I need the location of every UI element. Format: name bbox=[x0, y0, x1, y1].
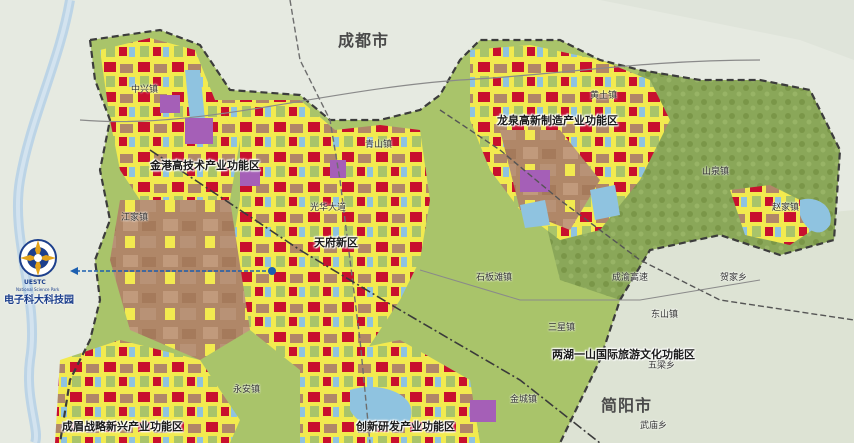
town-label-jincheng: 金城镇 bbox=[510, 395, 538, 405]
town-label-jiangjia: 江家镇 bbox=[121, 213, 149, 223]
zone-label-jingang: 金港高技术产业功能区 bbox=[150, 159, 260, 172]
town-label-dongshan: 东山镇 bbox=[651, 310, 679, 320]
town-label-wuyi: 五梁乡 bbox=[648, 361, 676, 371]
zone-label-lianhu: 两湖一山国际旅游文化功能区 bbox=[552, 348, 695, 361]
zone-label-tianfu: 天府新区 bbox=[314, 236, 358, 249]
town-label-shanquan: 山泉镇 bbox=[702, 167, 730, 177]
town-label-yongan: 永安镇 bbox=[233, 385, 261, 395]
logo-abbr: UESTC bbox=[24, 279, 46, 286]
town-label-huangtu: 黄土镇 bbox=[590, 91, 618, 101]
town-label-zhongxing: 中兴镇 bbox=[131, 85, 159, 95]
town-label-shibantan: 石板滩镇 bbox=[476, 273, 513, 283]
town-label-chengpo: 成渝高速 bbox=[612, 273, 649, 283]
town-label-hebei: 贺家乡 bbox=[720, 273, 748, 283]
uestc-park-label: 电子科大科技园 bbox=[4, 295, 74, 306]
zone-label-chuangxin: 创新研发产业功能区 bbox=[356, 420, 455, 433]
zone-label-longquan: 龙泉高新制造产业功能区 bbox=[497, 114, 618, 127]
town-label-guanghua: 光华大道 bbox=[310, 203, 347, 213]
city-label-jianyang: 简阳市 bbox=[601, 396, 653, 415]
uestc-logo: UESTC National Science Park bbox=[8, 238, 68, 294]
town-label-sanxing: 三星镇 bbox=[548, 323, 576, 333]
logo-sub: National Science Park bbox=[16, 287, 60, 292]
town-label-qingshan: 青山镇 bbox=[365, 140, 393, 150]
zone-label-chengmei: 成眉战略新兴产业功能区 bbox=[62, 420, 183, 433]
town-label-wuhuang: 武庙乡 bbox=[640, 421, 668, 431]
city-label-chengdu: 成都市 bbox=[338, 31, 390, 50]
uestc-emblem-icon bbox=[19, 239, 57, 277]
town-label-zhaojia: 赵家镇 bbox=[772, 203, 800, 213]
